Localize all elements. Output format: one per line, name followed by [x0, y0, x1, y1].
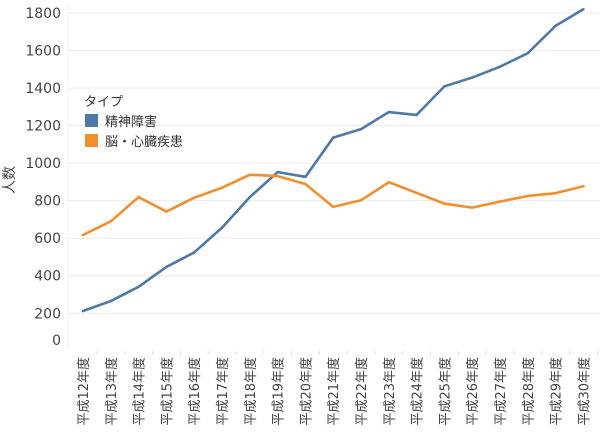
- series-lines: [81, 7, 585, 313]
- data-point[interactable]: [248, 173, 252, 177]
- x-tick-label: 平成22年度: [354, 357, 370, 426]
- y-tick-label: 1400: [25, 81, 61, 97]
- series-line-1[interactable]: [82, 173, 584, 237]
- x-tick-label: 平成28年度: [521, 357, 537, 426]
- x-tick-label: 平成24年度: [410, 357, 426, 426]
- data-point[interactable]: [498, 65, 502, 68]
- x-tick-label: 平成18年度: [243, 357, 259, 426]
- data-point[interactable]: [415, 191, 418, 195]
- series-line-0[interactable]: [82, 8, 585, 313]
- x-tick-label: 平成27年度: [493, 357, 509, 426]
- legend-title: タイプ: [84, 95, 123, 110]
- data-point[interactable]: [387, 110, 391, 114]
- legend[interactable]: タイプ 精神障害 脳・心臓疾患: [84, 95, 183, 150]
- legend-swatch-0: [85, 114, 98, 127]
- data-point[interactable]: [554, 191, 557, 195]
- data-point[interactable]: [81, 233, 85, 237]
- legend-swatch-1: [85, 134, 98, 147]
- data-point[interactable]: [192, 196, 196, 199]
- data-point[interactable]: [443, 85, 446, 88]
- x-tick-label: 平成15年度: [159, 357, 175, 426]
- data-point[interactable]: [109, 299, 113, 303]
- x-axis-ticks: 平成12年度 平成13年度 平成14年度 平成15年度 平成16年度 平成17年度 平成18…: [76, 351, 598, 426]
- x-tick-label: 平成17年度: [215, 357, 231, 426]
- data-point[interactable]: [165, 210, 168, 213]
- y-tick-label: 1200: [25, 119, 61, 135]
- legend-label-1[interactable]: 脳・心臓疾患: [105, 135, 183, 150]
- y-tick-label: 1600: [25, 44, 61, 60]
- y-tick-label: 600: [34, 231, 61, 247]
- data-point[interactable]: [331, 136, 335, 139]
- data-point[interactable]: [415, 113, 418, 117]
- data-point[interactable]: [304, 182, 307, 186]
- x-tick-label: 平成26年度: [465, 357, 481, 426]
- y-tick-label: 800: [34, 194, 61, 210]
- data-point[interactable]: [526, 51, 530, 55]
- data-point[interactable]: [359, 127, 363, 131]
- x-tick-label: 平成23年度: [382, 357, 398, 426]
- y-tick-label: 1000: [25, 156, 61, 172]
- data-point[interactable]: [220, 186, 224, 190]
- x-tick-label: 平成13年度: [104, 357, 120, 426]
- y-axis-ticks: 0 200 400 600 800 1000 1200 1400 1600 1800: [25, 6, 61, 349]
- x-tick-label: 平成21年度: [326, 357, 342, 426]
- y-tick-label: 1800: [25, 6, 61, 22]
- x-tick-label: 平成20年度: [298, 357, 314, 426]
- data-point[interactable]: [498, 200, 502, 203]
- data-point[interactable]: [137, 195, 140, 199]
- data-point[interactable]: [582, 184, 585, 188]
- data-point[interactable]: [470, 76, 474, 79]
- data-point[interactable]: [276, 174, 279, 178]
- x-tick-label: 平成16年度: [187, 357, 203, 426]
- data-point[interactable]: [470, 206, 474, 209]
- y-tick-label: 200: [34, 306, 61, 322]
- data-point[interactable]: [137, 285, 140, 289]
- data-point[interactable]: [81, 309, 85, 313]
- data-point[interactable]: [248, 195, 252, 199]
- data-point[interactable]: [165, 265, 168, 269]
- x-tick-label: 平成30年度: [576, 357, 592, 426]
- data-point[interactable]: [443, 202, 446, 205]
- data-point[interactable]: [526, 194, 530, 198]
- data-point[interactable]: [582, 7, 585, 11]
- x-tick-label: 平成19年度: [271, 357, 287, 426]
- x-tick-label: 平成12年度: [76, 357, 92, 426]
- legend-label-0[interactable]: 精神障害: [105, 114, 157, 130]
- y-axis-label: 人数: [2, 166, 18, 194]
- gridlines: [67, 5, 600, 351]
- data-point[interactable]: [554, 24, 557, 28]
- data-point[interactable]: [109, 220, 113, 223]
- data-point[interactable]: [304, 175, 307, 179]
- x-tick-label: 平成25年度: [437, 357, 453, 426]
- data-point[interactable]: [276, 170, 279, 174]
- x-tick-label: 平成29年度: [549, 357, 565, 426]
- data-point[interactable]: [387, 180, 391, 184]
- y-tick-label: 0: [52, 333, 61, 349]
- data-point[interactable]: [359, 198, 363, 202]
- x-tick-label: 平成14年度: [132, 357, 148, 426]
- data-point[interactable]: [220, 226, 224, 229]
- data-point[interactable]: [192, 251, 196, 254]
- data-point[interactable]: [331, 205, 335, 209]
- y-tick-label: 400: [34, 269, 61, 285]
